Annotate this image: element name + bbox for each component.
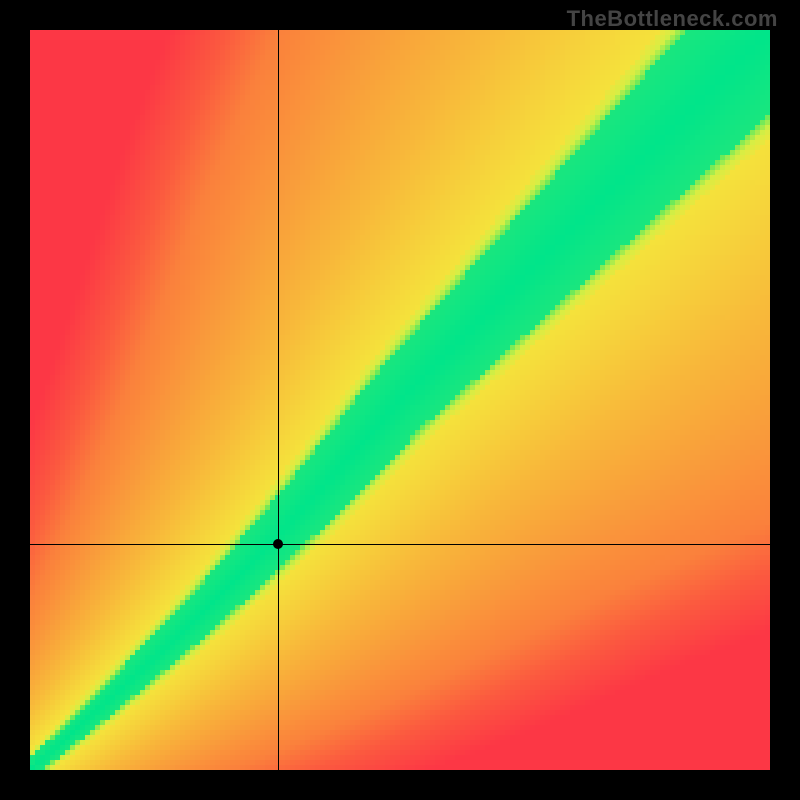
chart-container: TheBottleneck.com [0, 0, 800, 800]
heatmap-canvas [30, 30, 770, 770]
crosshair-horizontal [30, 544, 770, 545]
plot-area [30, 30, 770, 770]
watermark-text: TheBottleneck.com [567, 6, 778, 32]
crosshair-vertical [278, 30, 279, 770]
data-point-marker [273, 539, 283, 549]
